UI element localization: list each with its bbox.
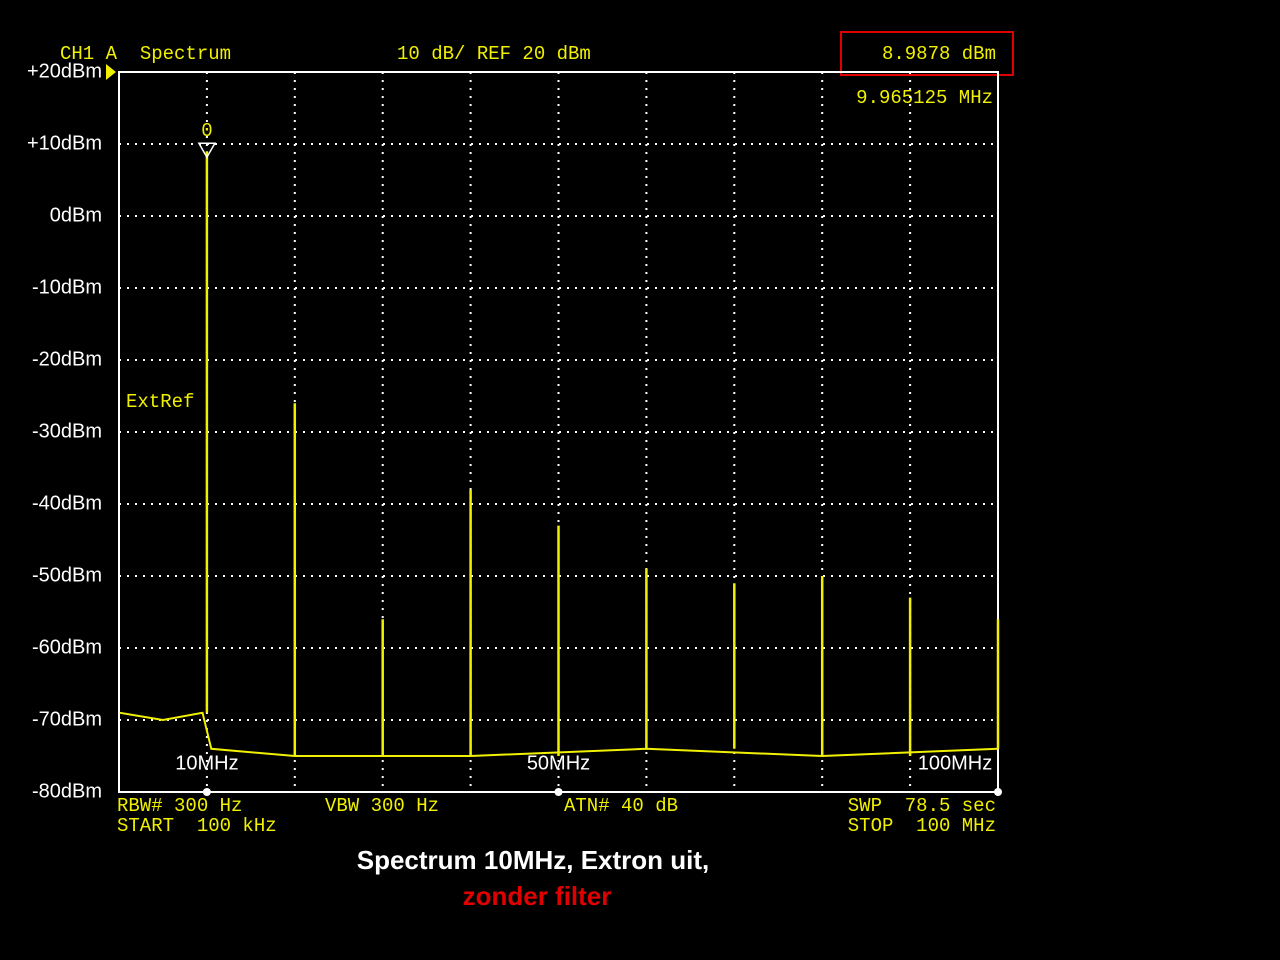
setting: SWP 78.5 sec xyxy=(848,795,996,817)
setting: START 100 kHz xyxy=(117,815,277,837)
setting: STOP 100 MHz xyxy=(848,815,996,837)
highlight-box xyxy=(840,31,1014,76)
setting: RBW# 300 Hz xyxy=(117,795,242,817)
marker-level: 8.9878 dBm xyxy=(882,43,996,65)
scale-text: 10 dB/ REF 20 dBm xyxy=(397,43,591,65)
x-tick-label: 10MHz xyxy=(175,752,238,774)
ref-indicator xyxy=(106,64,116,80)
y-tick-label: -20dBm xyxy=(32,348,102,370)
y-tick-label: -60dBm xyxy=(32,636,102,658)
setting: VBW 300 Hz xyxy=(325,795,439,817)
y-tick-label: +10dBm xyxy=(27,132,102,154)
y-tick-label: -80dBm xyxy=(32,780,102,802)
caption: Spectrum 10MHz, Extron uit, xyxy=(357,845,710,875)
caption: zonder filter xyxy=(463,881,612,911)
y-tick-label: +20dBm xyxy=(27,60,102,82)
plot-border xyxy=(118,71,999,793)
setting: ATN# 40 dB xyxy=(564,795,678,817)
y-tick-label: -10dBm xyxy=(32,276,102,298)
marker xyxy=(197,142,217,159)
y-tick-label: 0dBm xyxy=(50,204,102,226)
marker-frequency: 9.965125 MHz xyxy=(856,87,993,109)
y-tick-label: -70dBm xyxy=(32,708,102,730)
x-tick-label: 100MHz xyxy=(918,752,992,774)
x-tick-label: 50MHz xyxy=(527,752,590,774)
y-tick-label: -40dBm xyxy=(32,492,102,514)
annotation: ExtRef xyxy=(126,391,194,413)
y-tick-label: -30dBm xyxy=(32,420,102,442)
y-tick-label: -50dBm xyxy=(32,564,102,586)
marker-label: 0 xyxy=(201,120,212,142)
chart-title: CH1 A Spectrum xyxy=(60,43,231,65)
